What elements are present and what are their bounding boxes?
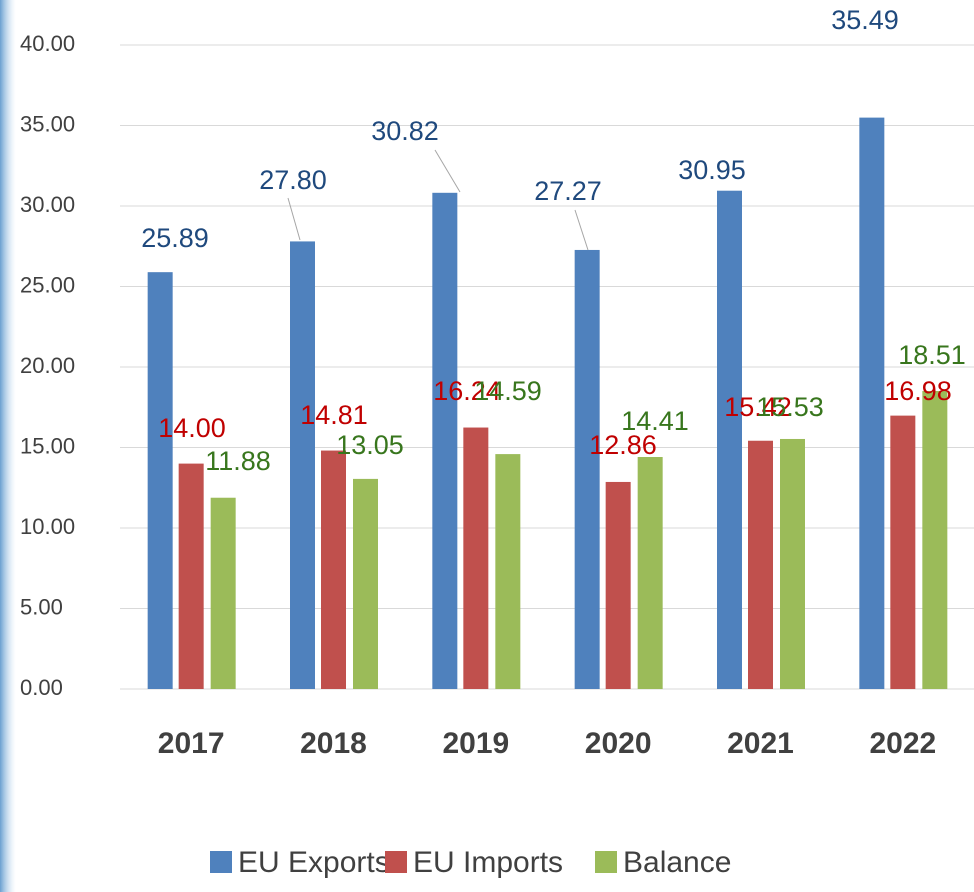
bar (890, 416, 915, 689)
data-label: 35.49 (831, 5, 899, 35)
bar (179, 464, 204, 689)
data-label: 27.27 (534, 176, 602, 206)
bar (321, 451, 346, 689)
data-label: 13.05 (336, 430, 404, 460)
data-label: 18.51 (898, 340, 966, 370)
data-label: 25.89 (141, 223, 209, 253)
legend-label: EU Imports (413, 846, 563, 879)
data-label: 14.59 (474, 376, 542, 406)
y-tick-label: 20.00 (20, 353, 75, 378)
bar (211, 498, 236, 689)
x-tick-label: 2022 (869, 727, 936, 760)
bar (780, 439, 805, 689)
bar (290, 241, 315, 689)
bar (495, 454, 520, 689)
data-label: 16.98 (884, 376, 952, 406)
legend-swatch (385, 851, 407, 873)
data-label: 30.82 (371, 116, 439, 146)
leader-line (288, 198, 300, 240)
y-tick-label: 35.00 (20, 111, 75, 136)
legend-label: EU Exports (238, 846, 390, 879)
legend-swatch (595, 851, 617, 873)
data-label: 14.41 (621, 406, 689, 436)
legend-swatch (210, 851, 232, 873)
bar (922, 391, 947, 689)
bar (575, 250, 600, 689)
y-tick-label: 15.00 (20, 433, 75, 458)
legend-label: Balance (623, 846, 731, 879)
x-tick-label: 2021 (727, 727, 794, 760)
bar (748, 441, 773, 689)
x-tick-label: 2017 (158, 727, 225, 760)
chart: 0.00 5.00 10.00 15.00 20.00 25.00 30.00 35.00 40… (0, 0, 974, 892)
data-label: 27.80 (259, 165, 327, 195)
bar (606, 482, 631, 689)
bar (148, 272, 173, 689)
leader-line (435, 150, 460, 192)
bar (859, 118, 884, 689)
bar (717, 191, 742, 689)
y-tick-label: 30.00 (20, 192, 75, 217)
leader-line (575, 210, 588, 250)
data-label: 14.00 (158, 413, 226, 443)
bar (463, 428, 488, 689)
data-label: 30.95 (678, 155, 746, 185)
data-label: 15.53 (756, 392, 824, 422)
y-tick-label: 0.00 (20, 675, 63, 700)
x-tick-label: 2020 (585, 727, 652, 760)
y-tick-label: 25.00 (20, 272, 75, 297)
data-label: 14.81 (300, 400, 368, 430)
x-tick-label: 2019 (442, 727, 509, 760)
bar (353, 479, 378, 689)
data-label: 11.88 (205, 446, 271, 476)
x-tick-label: 2018 (300, 727, 367, 760)
y-tick-label: 10.00 (20, 514, 75, 539)
y-tick-label: 5.00 (20, 594, 63, 619)
bar (638, 457, 663, 689)
background-edge (0, 0, 16, 892)
y-tick-label: 40.00 (20, 31, 75, 56)
bar (432, 193, 457, 689)
